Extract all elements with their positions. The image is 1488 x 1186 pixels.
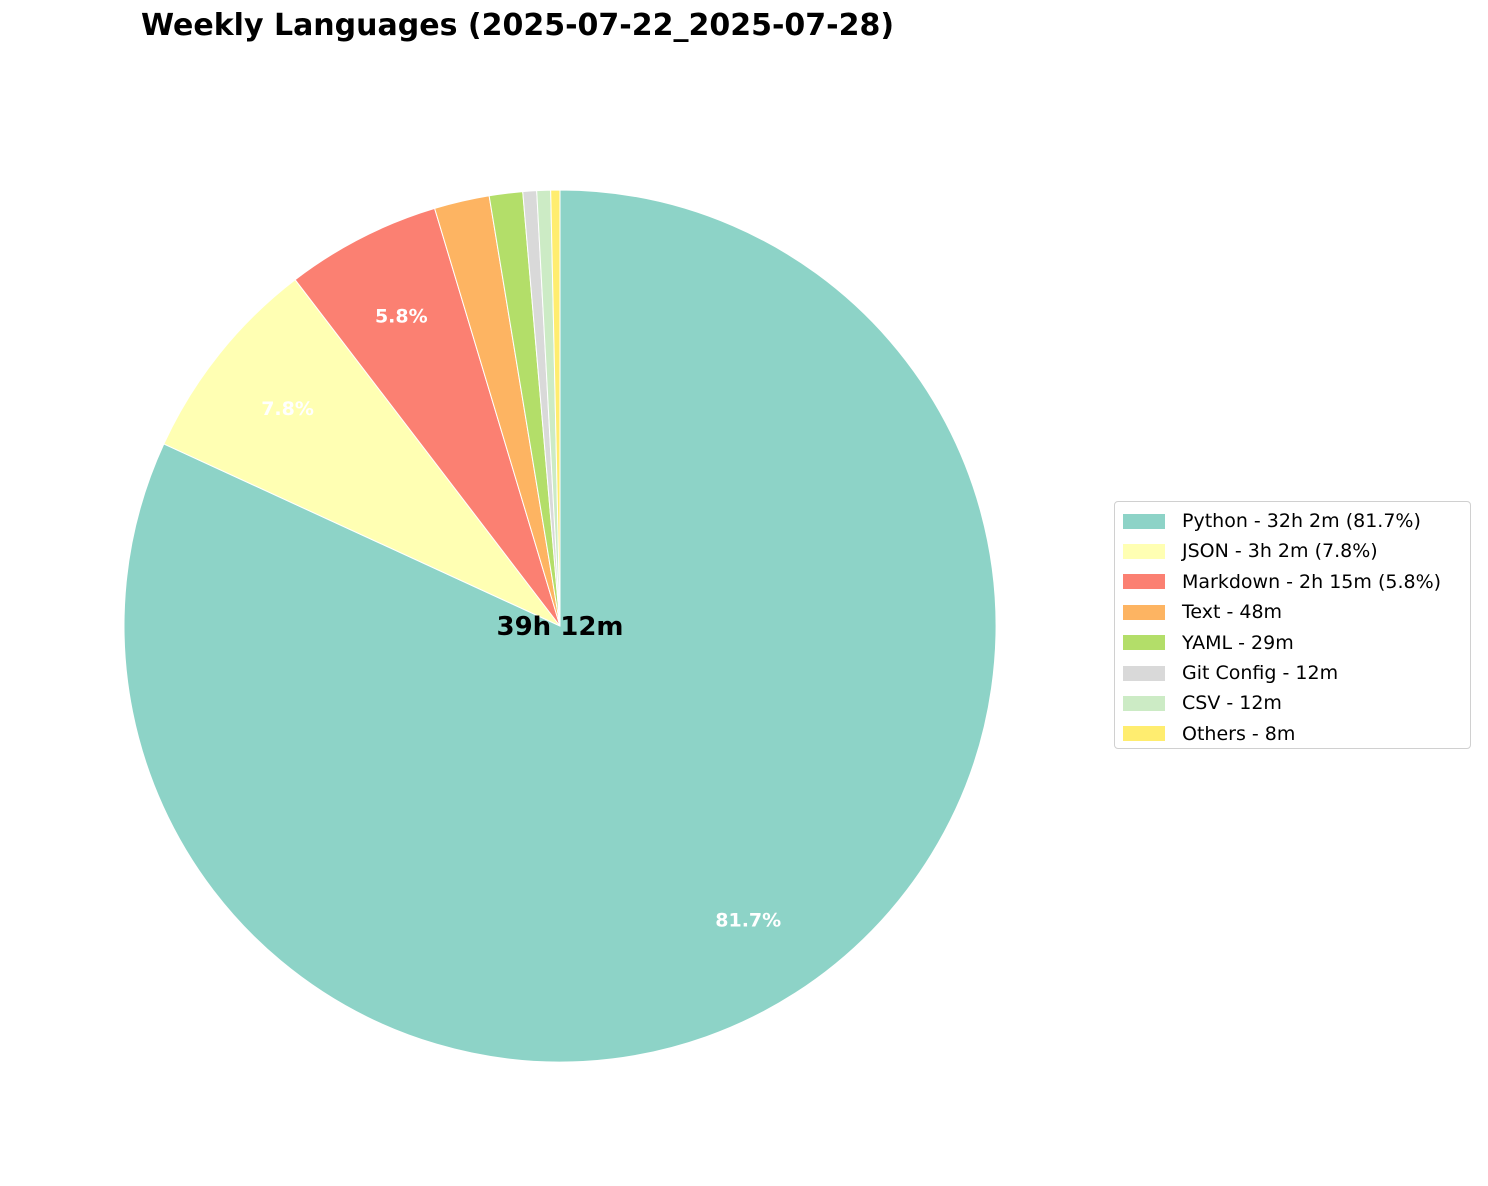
legend-swatch: [1123, 635, 1165, 651]
legend-item: Others - 8m: [1123, 719, 1295, 749]
pie-slice-json: [163, 278, 561, 627]
legend-label: CSV - 12m: [1182, 692, 1282, 715]
legend-swatch: [1123, 574, 1165, 590]
legend-item: CSV - 12m: [1123, 688, 1282, 718]
pct-label-json: 7.8%: [261, 398, 314, 420]
pct-label-markdown: 5.8%: [375, 305, 428, 327]
legend-label: Others - 8m: [1182, 722, 1296, 745]
pct-label-python: 81.7%: [715, 910, 781, 932]
pie-percent-labels: 81.7% 7.8% 5.8%: [261, 305, 781, 931]
legend-swatch: [1123, 695, 1165, 711]
legend-item: Python - 32h 2m (81.7%): [1123, 506, 1421, 536]
pie-slice-others: [550, 189, 561, 627]
center-total-label: 39h 12m: [496, 612, 623, 642]
legend-swatch: [1123, 604, 1165, 620]
legend-swatch: [1123, 665, 1165, 681]
legend: Python - 32h 2m (81.7%) JSON - 3h 2m (7.8…: [1114, 501, 1471, 749]
legend-label: Git Config - 12m: [1182, 662, 1339, 684]
legend-label: Python - 32h 2m (81.7%): [1182, 510, 1421, 532]
chart-title: Weekly Languages (2025-07-22_2025-07-28): [141, 8, 895, 43]
legend-swatch: [1123, 726, 1165, 742]
legend-label: Markdown - 2h 15m (5.8%): [1182, 570, 1442, 593]
legend-item: Markdown - 2h 15m (5.8%): [1123, 567, 1441, 597]
legend-item: YAML - 29m: [1123, 628, 1294, 658]
pie-slice-markdown: [294, 207, 561, 627]
legend-item: JSON - 3h 2m (7.8%): [1123, 536, 1378, 566]
legend-label: YAML - 29m: [1182, 631, 1294, 654]
legend-label: JSON - 3h 2m (7.8%): [1182, 540, 1378, 563]
legend-swatch: [1123, 543, 1165, 559]
legend-item: Text - 48m: [1123, 597, 1282, 627]
legend-label: Text - 48m: [1182, 601, 1283, 624]
pie-slices: [123, 189, 997, 1063]
legend-item: Git Config - 12m: [1123, 658, 1338, 688]
legend-swatch: [1123, 513, 1165, 529]
